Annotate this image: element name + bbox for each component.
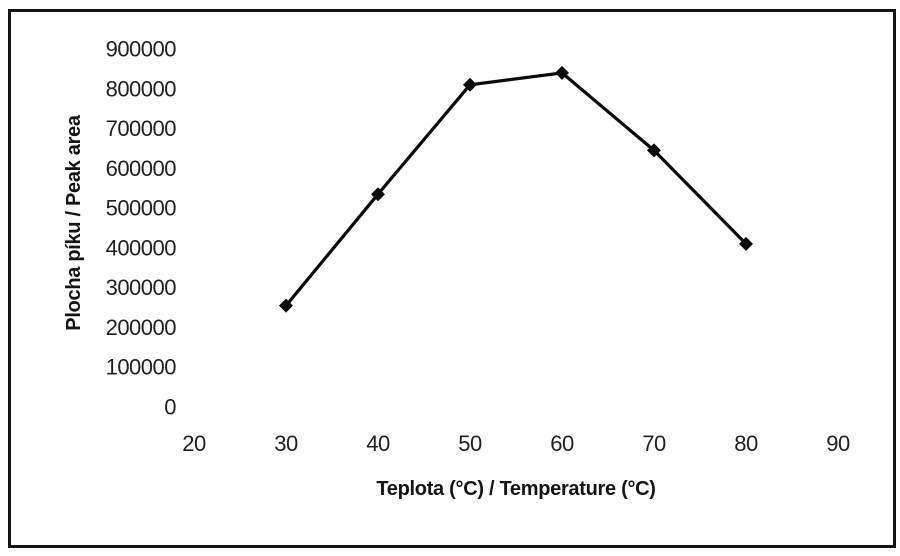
y-tick-label: 500000 [106,196,177,221]
x-tick-label: 60 [550,431,574,456]
x-axis-title: Teplota (°C) / Temperature (°C) [376,478,655,500]
data-point-markers [279,65,753,313]
y-tick-label: 100000 [106,355,177,380]
x-tick-label: 20 [182,431,206,456]
y-axis-title: Plocha píku / Peak area [63,114,85,331]
x-tick-label: 50 [458,431,482,456]
data-point-marker [463,77,477,92]
data-point-marker [279,298,293,313]
data-point-marker [739,236,753,251]
x-tick-label: 80 [734,431,758,456]
data-point-marker [371,187,385,202]
x-tick-label: 90 [826,431,850,456]
y-tick-label: 300000 [106,275,177,300]
x-tick-label: 30 [274,431,298,456]
y-tick-label: 900000 [106,37,177,62]
y-tick-label: 0 [164,395,176,420]
y-tick-label: 800000 [106,76,177,101]
y-tick-label: 400000 [106,235,177,260]
y-tick-label: 200000 [106,315,177,340]
x-tick-label: 40 [366,431,390,456]
data-line [284,71,748,308]
y-tick-label: 700000 [106,116,177,141]
x-axis-tick-labels: 20 30 40 50 60 70 80 90 [182,431,850,456]
x-tick-label: 70 [642,431,666,456]
figure-border [8,9,896,548]
y-tick-label: 600000 [106,156,177,181]
data-point-marker [555,65,569,80]
data-point-marker [647,143,661,158]
y-axis-tick-labels: 0 100000 200000 300000 400000 500000 600000 700… [106,37,177,420]
